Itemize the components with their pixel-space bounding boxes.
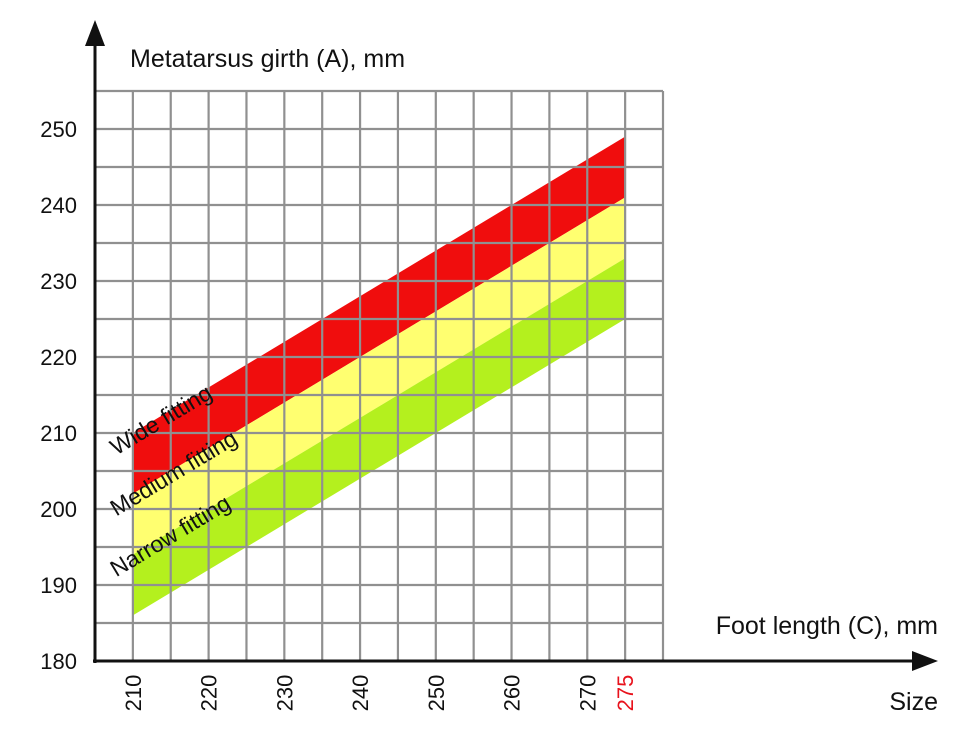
y-tick-label: 220 <box>40 345 77 370</box>
y-axis-arrow <box>85 20 105 46</box>
y-tick-label: 190 <box>40 573 77 598</box>
band-medium-fitting <box>132 197 626 555</box>
y-tick-labels: 180 190 200 210 220 230 240 250 <box>40 117 77 674</box>
fitting-bands <box>132 136 626 616</box>
grid-lines <box>93 89 665 663</box>
y-tick-label: 210 <box>40 421 77 446</box>
x-tick-label: 240 <box>348 675 373 712</box>
y-tick-label: 230 <box>40 269 77 294</box>
x-tick-label: 220 <box>197 675 222 712</box>
y-axis-title: Metatarsus girth (A), mm <box>130 45 405 73</box>
x-tick-label: 275 <box>613 675 638 712</box>
x-tick-label: 210 <box>121 675 146 712</box>
x-tick-label: 230 <box>272 675 297 712</box>
y-tick-label: 180 <box>40 649 77 674</box>
x-tick-label: 270 <box>575 675 600 712</box>
band-narrow-fitting <box>132 258 626 616</box>
x-tick-label: 260 <box>500 675 525 712</box>
axes <box>85 20 938 671</box>
size-label: Size <box>889 688 938 716</box>
y-tick-label: 240 <box>40 193 77 218</box>
y-tick-label: 200 <box>40 497 77 522</box>
x-tick-labels: 210 220 230 240 250 260 270 275 <box>121 675 638 712</box>
x-tick-label: 250 <box>424 675 449 712</box>
x-axis-title: Foot length (C), mm <box>716 612 938 640</box>
band-wide-fitting <box>132 136 626 494</box>
y-tick-label: 250 <box>40 117 77 142</box>
x-axis-arrow <box>912 651 938 671</box>
